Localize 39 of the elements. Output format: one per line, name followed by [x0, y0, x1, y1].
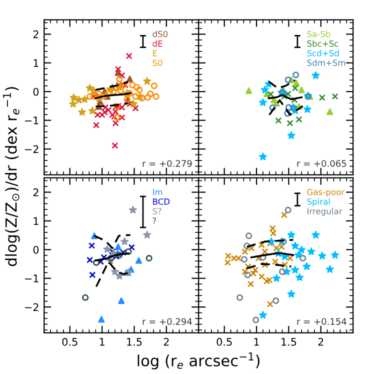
- text: Sa-Sb: [307, 30, 330, 38]
- annotation: r = +0.294: [142, 318, 192, 325]
- x-axis-title: log (r$_{e}$ arcsec$^{−1}$): [138, 352, 260, 370]
- y-tick-label: −2: [25, 145, 38, 153]
- x-tick-label: 1: [100, 338, 104, 346]
- text: Irregular: [308, 208, 342, 216]
- y-tick-label: −2: [25, 303, 38, 311]
- x-tick-label: 0.5: [216, 338, 232, 346]
- x-tick-label: 2: [318, 338, 324, 346]
- y-tick-label: 0: [33, 88, 39, 96]
- text: Scd+Sd: [307, 50, 339, 56]
- x-tick-label: 1.5: [127, 338, 142, 346]
- y-tick-label: 2: [33, 188, 38, 196]
- y-tick-label: −1: [25, 274, 38, 282]
- text: Sbc+Sc: [307, 40, 338, 47]
- annotation: r = +0.154: [297, 318, 346, 325]
- annotation: r = +0.279: [142, 160, 192, 167]
- y-axis-title: dlog(Z/Z$_{⊙}$)/dr (dex r$_{e}$$^{−1}$): [2, 87, 20, 266]
- x-tick-label: 1.5: [282, 338, 296, 346]
- text: E: [153, 50, 157, 56]
- text: dE: [152, 40, 162, 47]
- text: Gas-poor: [307, 188, 345, 197]
- series-label: Sdm+Sm: [307, 60, 346, 66]
- text: BCD: [153, 198, 170, 205]
- y-tick-label: −1: [25, 116, 38, 124]
- x-tick-label: 0.5: [62, 338, 78, 346]
- y-tick-label: 0: [33, 246, 39, 254]
- text: ?: [152, 218, 156, 224]
- annotation: r = +0.065: [297, 160, 346, 167]
- text: S0: [152, 60, 162, 66]
- y-tick-label: 1: [34, 217, 38, 225]
- series-label: S?: [152, 208, 162, 214]
- x-tick-label: 1: [254, 338, 259, 346]
- x-tick-label: 2: [164, 338, 169, 346]
- y-tick-label: 1: [34, 59, 38, 67]
- text: Spiral: [307, 198, 330, 206]
- text: dS0: [152, 30, 168, 38]
- y-tick-label: 2: [33, 30, 38, 38]
- text: Im: [153, 188, 162, 196]
